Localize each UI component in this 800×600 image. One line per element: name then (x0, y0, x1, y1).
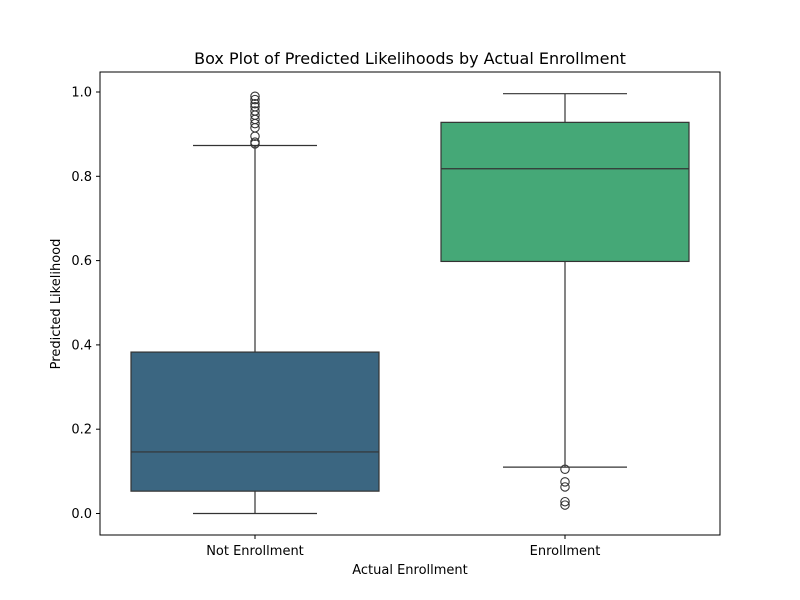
box-enrollment (440, 121, 690, 263)
outlier-point (250, 102, 260, 112)
outlier-point (250, 106, 260, 116)
y-axis-label: Predicted Likelihood (49, 239, 64, 370)
outlier-point (560, 500, 570, 510)
x-axis-label: Actual Enrollment (352, 563, 468, 578)
plot-area: 0.0 0.2 0.4 0.6 0.8 1.0 Not Enrollment Enrollme… (71, 86, 690, 559)
outlier-point (560, 477, 570, 487)
box-not-enrollment (130, 351, 380, 492)
plot-frame (99, 71, 721, 536)
y-tick-label: 0.2 (71, 423, 92, 438)
outlier-point (250, 99, 260, 109)
y-tick-label: 1.0 (71, 86, 92, 101)
outlier-point (250, 94, 260, 105)
outlier-point (250, 91, 260, 101)
y-tick-label: 0.0 (71, 507, 92, 522)
outlier-point (560, 496, 570, 507)
outlier-point (250, 137, 260, 147)
y-tick-label: 0.6 (71, 254, 92, 269)
y-tick-label: 0.4 (71, 338, 92, 353)
x-tick-label: Not Enrollment (206, 544, 304, 559)
chart-title: Box Plot of Predicted Likelihoods by Act… (194, 49, 626, 68)
y-tick-label: 0.8 (71, 170, 92, 185)
outlier-point (560, 482, 570, 492)
x-tick-label: Enrollment (530, 544, 601, 559)
outlier-point (560, 464, 570, 474)
